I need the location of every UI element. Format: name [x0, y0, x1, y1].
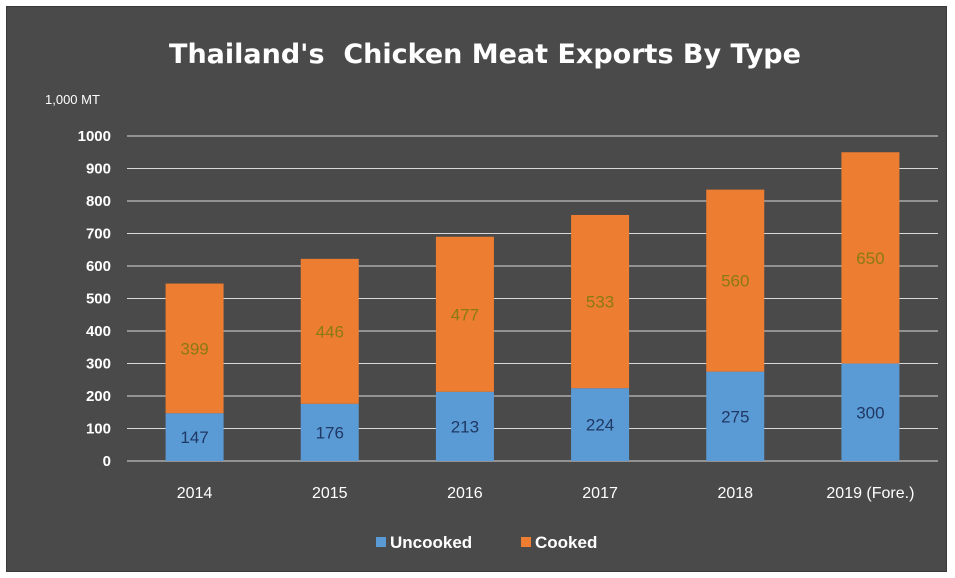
bar-cooked: [706, 189, 765, 372]
bar-uncooked: [435, 391, 494, 461]
y-tick-label: 300: [86, 356, 111, 373]
data-label-uncooked: 176: [316, 423, 344, 442]
data-label-cooked: 477: [451, 305, 479, 324]
y-axis-ticks: 0 100 200 300 400 500 600 700 800 900 1000: [78, 128, 111, 470]
x-tick-label: 2017: [582, 485, 618, 502]
y-tick-label: 700: [86, 226, 111, 243]
chart-title: Thailand's Chicken Meat Exports By Type: [169, 39, 801, 70]
gridlines: [127, 135, 938, 462]
bar-uncooked: [841, 363, 900, 461]
y-tick-label: 600: [86, 258, 111, 275]
y-tick-label: 1000: [78, 128, 111, 145]
data-label-cooked: 533: [586, 293, 614, 312]
legend-swatch-cooked: [521, 537, 531, 547]
bar-cooked: [841, 152, 900, 364]
data-label-uncooked: 275: [721, 407, 749, 426]
y-tick-label: 200: [86, 388, 111, 405]
x-tick-label: 2014: [177, 485, 213, 502]
y-tick-label: 400: [86, 323, 111, 340]
stacked-bar-chart: Thailand's Chicken Meat Exports By Type …: [45, 39, 938, 552]
data-labels: 147 399 176 446 213 477 224 533 275 560 300 650: [180, 249, 884, 447]
legend-swatch-uncooked: [376, 537, 386, 547]
bar-uncooked: [706, 371, 765, 461]
data-label-cooked: 650: [856, 249, 884, 268]
bar-cooked: [571, 214, 630, 389]
x-tick-label: 2019 (Fore.): [826, 485, 914, 502]
bar-uncooked: [571, 388, 630, 461]
y-axis-unit-label: 1,000 MT: [45, 92, 100, 107]
bar-cooked: [435, 236, 494, 392]
bar-uncooked: [165, 413, 224, 461]
bars: [165, 152, 900, 461]
legend: Uncooked Cooked: [376, 533, 597, 552]
y-tick-label: 900: [86, 161, 111, 178]
data-label-cooked: 446: [316, 322, 344, 341]
x-tick-label: 2018: [717, 485, 753, 502]
legend-label-uncooked: Uncooked: [390, 533, 472, 552]
x-tick-label: 2016: [447, 485, 483, 502]
y-tick-label: 500: [86, 291, 111, 308]
data-label-uncooked: 147: [180, 428, 208, 447]
legend-label-cooked: Cooked: [535, 533, 597, 552]
y-tick-label: 0: [103, 453, 111, 470]
bar-cooked: [300, 258, 359, 404]
y-tick-label: 800: [86, 193, 111, 210]
data-label-uncooked: 300: [856, 403, 884, 422]
data-label-cooked: 560: [721, 272, 749, 291]
x-tick-label: 2015: [312, 485, 348, 502]
x-axis-ticks: 2014 2015 2016 2017 2018 2019 (Fore.): [177, 485, 915, 502]
bar-uncooked: [300, 403, 359, 461]
data-label-uncooked: 213: [451, 417, 479, 436]
bar-cooked: [165, 283, 224, 414]
data-label-cooked: 399: [180, 339, 208, 358]
y-tick-label: 100: [86, 421, 111, 438]
chart-frame: Thailand's Chicken Meat Exports By Type …: [6, 6, 947, 572]
data-label-uncooked: 224: [586, 416, 614, 435]
